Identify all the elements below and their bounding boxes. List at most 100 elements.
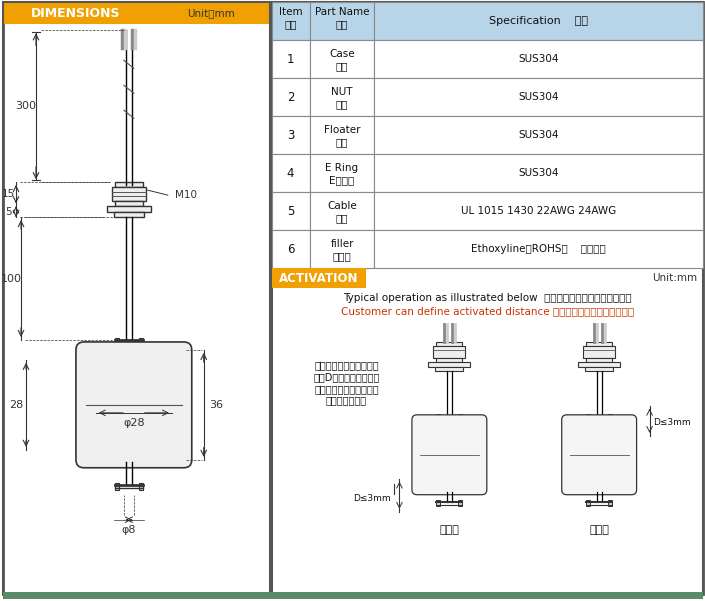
Bar [114, 212, 144, 217]
Text: Unit:mm: Unit:mm [653, 273, 698, 283]
Text: Floater: Floater [324, 125, 360, 135]
Bar [374, 116, 703, 154]
Bar [309, 154, 374, 192]
FancyBboxPatch shape [412, 415, 487, 495]
Bar [309, 40, 374, 78]
Bar [271, 40, 309, 78]
Text: NUT: NUT [331, 87, 352, 97]
Bar [115, 483, 119, 490]
Text: 导杆: 导杆 [336, 61, 348, 72]
Bar [374, 78, 703, 116]
Text: 28: 28 [9, 400, 23, 410]
Bar [374, 230, 703, 268]
Text: 项目: 项目 [284, 19, 297, 29]
Bar [458, 499, 462, 505]
Text: Typical operation as illustrated below  标准产品的动作距离如下图所示: Typical operation as illustrated below 标… [343, 293, 632, 303]
Text: 浮球: 浮球 [336, 137, 348, 147]
Text: φ8: φ8 [121, 525, 136, 535]
Bar [608, 499, 612, 505]
Bar [3, 591, 703, 599]
Text: M10: M10 [175, 190, 197, 200]
Bar [115, 182, 143, 187]
Bar [309, 78, 374, 116]
Bar [436, 499, 441, 505]
Bar [309, 192, 374, 230]
Text: 4: 4 [287, 166, 295, 180]
Text: 动作特性：浮球上升或下
降到D位置时，触点闭合
，电路为导通状态，其他
位置为断开状态: 动作特性：浮球上升或下 降到D位置时，触点闭合 ，电路为导通状态，其他 位置为断… [313, 361, 380, 405]
Bar [115, 201, 143, 206]
Text: SUS304: SUS304 [518, 130, 559, 140]
FancyBboxPatch shape [76, 342, 192, 468]
Bar [374, 154, 703, 192]
Text: 300: 300 [16, 102, 37, 111]
Bar [436, 367, 463, 371]
Text: 3: 3 [287, 129, 294, 142]
Text: Customer can define activated distance 可根据客户要求定制动作距离: Customer can define activated distance 可… [341, 306, 634, 316]
Text: 填充物: 填充物 [333, 251, 351, 261]
Bar [139, 338, 143, 345]
Text: 常开型: 常开型 [589, 525, 609, 535]
Bar [374, 192, 703, 230]
Text: 1: 1 [287, 53, 295, 66]
Text: Unit：mm: Unit：mm [187, 8, 235, 19]
Text: Item: Item [278, 7, 302, 17]
Bar [3, 2, 269, 594]
Bar [309, 116, 374, 154]
Text: φ28: φ28 [123, 418, 145, 428]
Bar [458, 414, 462, 420]
Text: 名称: 名称 [336, 19, 348, 29]
Bar [608, 414, 612, 420]
Bar [107, 206, 151, 212]
Bar [578, 362, 620, 367]
Text: 6: 6 [287, 243, 295, 255]
Bar [3, 2, 269, 25]
Bar [436, 342, 462, 346]
Bar [586, 414, 590, 420]
Text: D≤3mm: D≤3mm [352, 494, 391, 503]
Bar [585, 367, 613, 371]
FancyBboxPatch shape [562, 415, 637, 495]
Text: DIMENSIONS: DIMENSIONS [31, 7, 121, 20]
Text: 常闭型: 常闭型 [439, 525, 460, 535]
Text: SUS304: SUS304 [518, 93, 559, 102]
Bar [139, 483, 143, 490]
Bar [374, 40, 703, 78]
Bar [586, 499, 590, 505]
Text: 5: 5 [287, 204, 294, 218]
Bar [271, 116, 309, 154]
Text: filler: filler [330, 239, 354, 249]
Text: ACTIVATION: ACTIVATION [279, 272, 359, 284]
Text: Part Name: Part Name [315, 7, 369, 17]
Text: D≤3mm: D≤3mm [653, 418, 690, 427]
Text: 15: 15 [1, 189, 15, 199]
Bar [115, 338, 119, 345]
Bar [436, 358, 462, 362]
Text: 100: 100 [1, 273, 22, 284]
Bar [271, 2, 703, 594]
Text: E形卡环: E形卡环 [329, 175, 355, 185]
Bar [309, 2, 374, 40]
Bar [271, 2, 309, 40]
Bar [374, 2, 703, 40]
Text: Case: Case [329, 49, 355, 59]
Bar [112, 187, 146, 201]
Text: UL 1015 1430 22AWG 24AWG: UL 1015 1430 22AWG 24AWG [461, 206, 616, 216]
Text: E Ring: E Ring [326, 163, 359, 173]
Text: 螺母: 螺母 [336, 99, 348, 109]
Text: 导线: 导线 [336, 213, 348, 223]
Bar [583, 346, 615, 358]
Bar [271, 230, 309, 268]
Text: SUS304: SUS304 [518, 168, 559, 178]
Bar [271, 268, 367, 288]
Bar [271, 154, 309, 192]
Bar [429, 362, 470, 367]
Bar [271, 192, 309, 230]
Bar [309, 230, 374, 268]
Bar [586, 342, 612, 346]
Text: Cable: Cable [327, 201, 357, 211]
Text: 2: 2 [287, 91, 295, 104]
Bar [434, 346, 465, 358]
Bar [586, 358, 612, 362]
Bar [436, 414, 441, 420]
Text: 36: 36 [209, 400, 223, 410]
